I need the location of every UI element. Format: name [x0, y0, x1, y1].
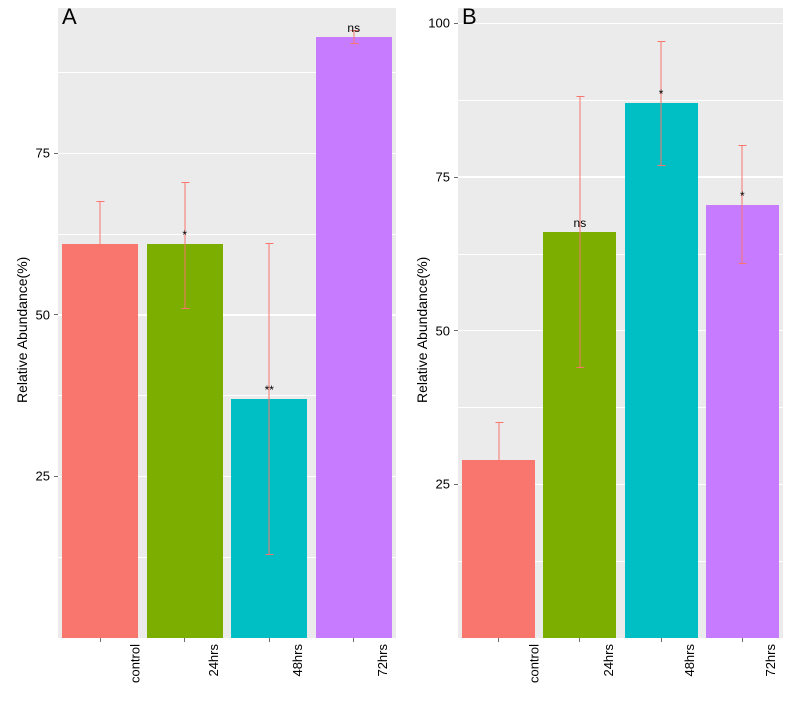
y-tick-label: 25 — [36, 469, 50, 484]
sig-label-72hrs: ns — [347, 21, 360, 35]
y-tick-mark — [54, 314, 58, 315]
x-tick-labels: control 24hrs 48hrs 72hrs — [58, 644, 396, 714]
x-tick-mark — [184, 638, 185, 642]
grid-major — [458, 23, 783, 25]
panel-b: ns * * B 25 50 75 100 Relative Abundance(%) contr… — [400, 0, 787, 712]
sig-label-72hrs: * — [740, 189, 745, 203]
bar-72hrs — [316, 37, 392, 638]
y-tick-label: 100 — [428, 16, 450, 31]
y-tick-mark — [54, 476, 58, 477]
y-tick-mark — [454, 484, 458, 485]
x-tick-label: control — [128, 644, 143, 683]
grid-major — [458, 176, 783, 178]
x-tick-mark — [269, 638, 270, 642]
x-tick-mark — [498, 638, 499, 642]
errorbar-48hrs — [269, 244, 270, 554]
y-tick-mark — [54, 153, 58, 154]
x-tick-label: 48hrs — [290, 644, 305, 677]
plot-area: ***ns — [58, 8, 396, 638]
errorbar-48hrs — [661, 42, 662, 165]
errorbar-control — [498, 423, 499, 497]
y-tick-mark — [454, 330, 458, 331]
y-tick-mark — [454, 177, 458, 178]
errorbar-24hrs — [184, 182, 185, 308]
panel-label: B — [462, 4, 477, 30]
x-tick-label: 72hrs — [763, 644, 778, 677]
bar-control — [62, 244, 138, 638]
y-tick-label: 75 — [436, 170, 450, 185]
y-tick-label: 50 — [436, 323, 450, 338]
y-tick-label: 25 — [436, 477, 450, 492]
x-tick-mark — [742, 638, 743, 642]
x-tick-label: 24hrs — [206, 644, 221, 677]
x-tick-mark — [353, 638, 354, 642]
errorbar-72hrs — [742, 146, 743, 263]
x-tick-mark — [661, 638, 662, 642]
bar-48hrs — [625, 103, 698, 638]
y-axis-title: Relative Abundance(%) — [414, 257, 430, 403]
y-axis-title: Relative Abundance(%) — [14, 257, 30, 403]
x-tick-mark — [100, 638, 101, 642]
errorbar-24hrs — [579, 97, 580, 367]
sig-label-48hrs: ** — [265, 383, 274, 397]
x-tick-label: 24hrs — [601, 644, 616, 677]
grid-minor — [458, 100, 783, 101]
figure: ***nsA255075Relative Abundance(%)control… — [0, 0, 787, 712]
sig-label-24hrs: * — [182, 228, 187, 242]
panel-a: ***nsA255075Relative Abundance(%)control… — [0, 0, 400, 712]
sig-label-48hrs: * — [659, 87, 664, 101]
x-tick-mark — [579, 638, 580, 642]
errorbar-control — [100, 202, 101, 289]
sig-label-24hrs: ns — [574, 216, 587, 230]
y-tick-label: 75 — [36, 146, 50, 161]
x-tick-label: control — [526, 644, 541, 683]
plot-area: ns * * — [458, 8, 783, 638]
panel-label: A — [62, 4, 77, 30]
y-tick-label: 50 — [36, 307, 50, 322]
x-tick-label: 48hrs — [682, 644, 697, 677]
x-tick-label: 72hrs — [375, 644, 390, 677]
x-tick-labels: control 24hrs 48hrs 72hrs — [458, 644, 783, 714]
y-tick-mark — [454, 23, 458, 24]
bar-72hrs — [706, 205, 779, 638]
